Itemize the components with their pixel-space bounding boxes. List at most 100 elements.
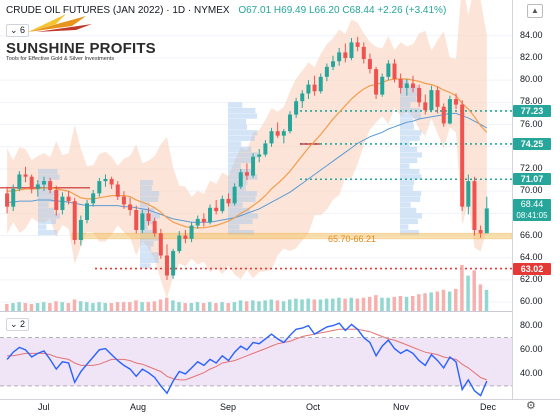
candle-body (232, 186, 237, 204)
volume-bar (460, 265, 464, 311)
candle (115, 181, 120, 201)
candle-body (447, 99, 452, 124)
volume-bar (78, 301, 83, 311)
volume-bar (417, 294, 421, 311)
candle (5, 186, 10, 214)
candle-body (361, 46, 366, 60)
candle (429, 85, 434, 113)
candle-body (263, 143, 268, 155)
volume-bar (306, 298, 310, 311)
candle (404, 79, 409, 96)
candle-body (337, 52, 342, 62)
candle (164, 244, 169, 280)
candle-body (17, 174, 22, 189)
volume-bar (287, 299, 292, 311)
volume-profile-row (228, 146, 252, 152)
candle (361, 42, 366, 64)
volume-bars (5, 265, 489, 311)
candle-body (23, 174, 28, 177)
volume-profile-row (400, 85, 418, 91)
volume-bar (17, 302, 21, 311)
volume-bar (232, 302, 237, 311)
volume-profile-row (400, 80, 409, 86)
volume-bar (275, 300, 280, 311)
rsi-signal-line (7, 328, 487, 381)
volume-profile-row (140, 257, 159, 263)
candle (171, 248, 176, 279)
volume-profile-row (400, 96, 417, 103)
volume-profile-row (400, 224, 409, 230)
volume-profile (38, 80, 422, 269)
volume-bar (115, 302, 120, 311)
volume-bar (404, 296, 409, 311)
volume-profile-row (228, 163, 241, 169)
candles[interactable] (5, 36, 489, 280)
volume-bar (164, 297, 169, 311)
volume-profile-row (140, 246, 151, 252)
volume-profile-row (228, 113, 257, 119)
volume-bar (423, 293, 427, 311)
candle (103, 174, 108, 187)
candle-body (78, 219, 83, 240)
volume-bar (103, 303, 107, 311)
volume-profile-row (140, 191, 160, 197)
candle-body (466, 181, 471, 207)
volume-bar (5, 303, 9, 311)
volume-bar (429, 292, 433, 311)
volume-bar (398, 295, 403, 311)
candle (11, 184, 16, 212)
candle (318, 73, 323, 94)
candle (380, 73, 385, 97)
indicators-badge[interactable]: ⌄ 6 (6, 24, 30, 37)
volume-profile-row (228, 107, 256, 114)
chevron-up-icon[interactable]: ▲ (527, 4, 543, 18)
candle-body (158, 233, 163, 256)
volume-profile-row (400, 102, 411, 108)
volume-profile-row (400, 163, 410, 169)
candle (78, 215, 83, 246)
candle-body (435, 90, 440, 107)
candle (435, 86, 440, 114)
level-lines (0, 110, 512, 270)
candle (312, 75, 317, 96)
price-axis-label: 64.00 (520, 251, 543, 262)
volume-profile-row (228, 207, 251, 214)
candle (331, 55, 336, 71)
symbol-title[interactable]: CRUDE OIL FUTURES (JAN 2022) · 1D · NYME… (6, 5, 230, 16)
oscillator-badge[interactable]: ⌄ 2 (6, 318, 30, 331)
candle-body (48, 181, 53, 191)
candle-body (140, 213, 145, 230)
volume-profile-row (228, 224, 240, 230)
last-price-value: 68.44 (520, 199, 544, 209)
candle-body (441, 106, 446, 124)
volume-bar (355, 298, 360, 311)
candle (281, 128, 286, 144)
candle (484, 196, 489, 234)
candle (17, 171, 22, 192)
candle-body (306, 84, 311, 94)
candle-body (85, 203, 90, 220)
candle (423, 94, 428, 115)
volume-bar (281, 301, 286, 311)
volume-profile-row (400, 152, 422, 158)
volume-profile-row (228, 130, 258, 136)
candle (23, 166, 28, 183)
gear-icon[interactable]: ⚙ (526, 400, 536, 412)
candle (300, 90, 305, 108)
volume-profile-row (400, 91, 422, 97)
candle-body (423, 102, 428, 111)
candle (355, 36, 360, 52)
candle (48, 177, 53, 194)
volume-bar (66, 303, 71, 311)
volume-profile-row (400, 213, 422, 219)
candle-body (11, 188, 16, 207)
support-zone (71, 232, 513, 240)
candle (238, 168, 243, 189)
volume-profile-row (400, 141, 410, 147)
candle (275, 122, 280, 138)
volume-bar (158, 299, 163, 311)
volume-profile-row (400, 196, 421, 202)
volume-bar (367, 296, 372, 311)
candle-body (312, 84, 317, 92)
